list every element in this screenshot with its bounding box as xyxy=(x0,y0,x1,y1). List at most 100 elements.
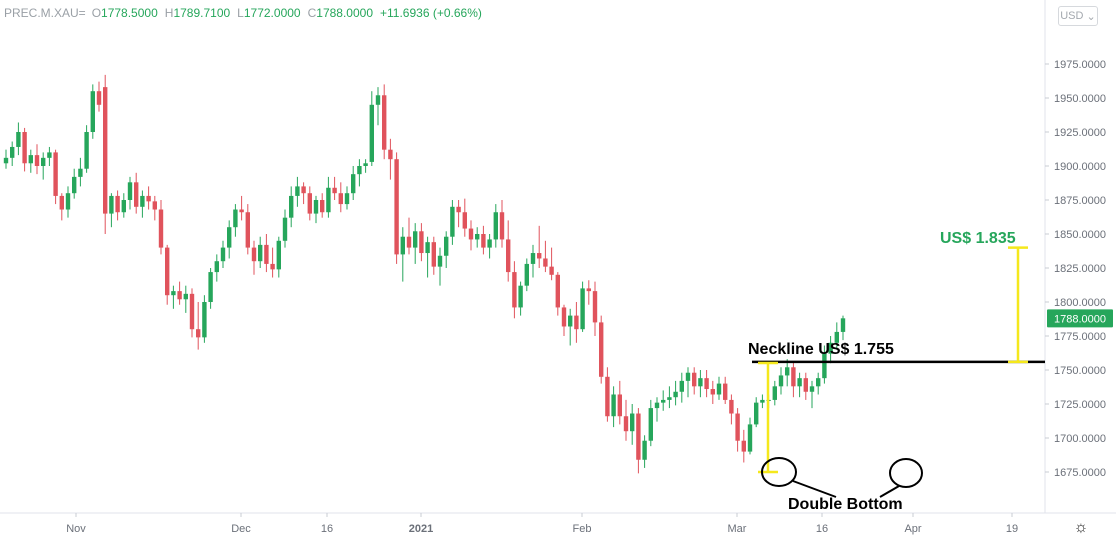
candle-body xyxy=(444,236,449,256)
candle-body xyxy=(121,200,126,213)
candle-body xyxy=(47,152,52,158)
close-label: C xyxy=(307,6,317,20)
candle-body xyxy=(16,132,21,147)
candle-body xyxy=(165,247,170,296)
candle-body xyxy=(729,399,734,414)
candle-body xyxy=(568,315,573,327)
candle-body xyxy=(90,91,95,132)
candle-body xyxy=(388,149,393,160)
candle-body xyxy=(735,413,740,441)
x-tick-label: 16 xyxy=(816,523,828,535)
x-tick-label: Apr xyxy=(904,523,921,535)
candle-body xyxy=(710,389,715,395)
candle-body xyxy=(673,391,678,398)
candle-body xyxy=(196,329,201,338)
candle-body xyxy=(369,104,374,162)
y-tick-label: 1675.0000 xyxy=(1054,467,1106,479)
price-axis[interactable]: 1975.0000 1950.0000 1925.0000 1900.0000 1875… xyxy=(1044,0,1113,513)
x-tick-label: Dec xyxy=(231,523,251,535)
candle-body xyxy=(332,187,337,194)
candle-body xyxy=(809,386,815,392)
candle-body xyxy=(239,209,244,213)
candle-body xyxy=(357,166,362,175)
candle-body xyxy=(109,195,114,214)
candle-body xyxy=(803,378,808,392)
candle-body xyxy=(778,375,784,387)
candle-body xyxy=(264,244,269,264)
pattern-label: Double Bottom xyxy=(788,496,903,513)
candle-body xyxy=(177,291,182,300)
candle-body xyxy=(208,272,213,302)
annotation-layer xyxy=(752,246,1045,498)
y-tick-label: 1775.0000 xyxy=(1054,331,1106,343)
candle-body xyxy=(828,342,833,354)
candle-body xyxy=(10,146,15,158)
candle-body xyxy=(326,187,331,213)
candle-body xyxy=(227,227,232,248)
candle-body xyxy=(394,159,399,255)
candle-body xyxy=(351,174,356,194)
candle-body xyxy=(183,293,188,300)
neckline-label: Neckline US$ 1.755 xyxy=(748,341,894,358)
gear-icon[interactable]: ☼ xyxy=(1073,519,1089,536)
candle-body xyxy=(233,209,238,228)
pointer-line xyxy=(879,485,900,498)
high-label: H xyxy=(164,6,174,20)
candle-body xyxy=(667,397,672,400)
candle-body xyxy=(636,413,641,460)
candle-body xyxy=(648,408,653,441)
candle-body xyxy=(289,195,294,218)
candle-body xyxy=(140,195,145,207)
symbol-name[interactable]: PREC.M.XAU= xyxy=(4,6,86,20)
candle-body xyxy=(723,383,728,400)
candle-body xyxy=(425,242,430,254)
candle-body xyxy=(654,402,660,409)
candle-body xyxy=(797,378,802,387)
currency-label: USD xyxy=(1060,10,1084,22)
candle-body xyxy=(34,155,40,166)
candle-body xyxy=(258,244,263,262)
open-value: 1778.5000 xyxy=(101,6,158,20)
candle-body xyxy=(580,288,585,330)
candle-body xyxy=(561,307,567,327)
candle-body xyxy=(518,285,523,308)
candle-body xyxy=(487,239,492,248)
candle-body xyxy=(760,399,765,403)
candle-body xyxy=(475,234,480,240)
candle-body xyxy=(617,394,622,417)
high-value: 1789.7100 xyxy=(173,6,231,20)
candle-body xyxy=(202,302,207,338)
candle-body xyxy=(530,253,536,264)
candle-body xyxy=(816,378,821,387)
candle-body xyxy=(375,95,381,105)
candle-body xyxy=(320,200,325,213)
x-tick-label: 2021 xyxy=(409,523,433,535)
candle-body xyxy=(450,206,455,237)
candle-body xyxy=(53,152,58,196)
candle-body xyxy=(134,182,139,207)
currency-dropdown[interactable]: USD ⌄ xyxy=(1058,6,1098,26)
candle-body xyxy=(22,132,27,164)
candle-body xyxy=(96,91,102,105)
candle-body xyxy=(437,255,443,267)
open-label: O xyxy=(91,6,102,20)
candle-body xyxy=(537,253,542,259)
candle-body xyxy=(506,239,511,273)
candle-body xyxy=(65,193,71,210)
x-tick-label: Mar xyxy=(728,523,747,535)
time-axis[interactable]: Nov Dec 16 2021 Feb Mar 16 Apr 19 xyxy=(0,512,1116,535)
y-tick-label: 1825.0000 xyxy=(1054,263,1106,275)
candle-body xyxy=(146,195,151,202)
candle-body xyxy=(419,231,424,254)
candle-body xyxy=(72,176,77,194)
candle-body xyxy=(282,217,288,241)
candle-body xyxy=(78,168,83,177)
x-tick-label: 19 xyxy=(1006,523,1018,535)
candle-body xyxy=(524,263,529,286)
candle-body xyxy=(115,195,120,213)
candle-body xyxy=(592,291,598,323)
candle-body xyxy=(220,247,226,262)
y-tick-label: 1900.0000 xyxy=(1054,161,1106,173)
low-value: 1772.0000 xyxy=(243,6,301,20)
